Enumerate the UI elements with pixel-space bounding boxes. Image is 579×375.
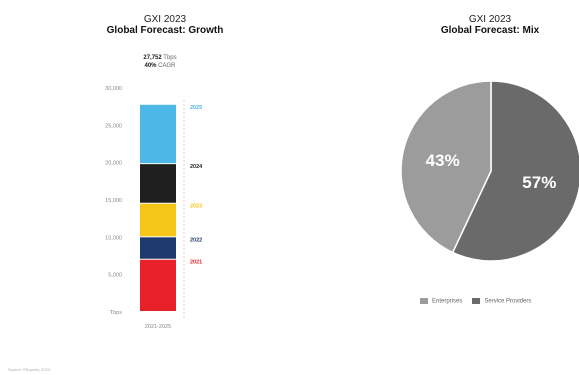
annotation-value: 27,752 xyxy=(143,55,162,61)
y-tick-label: 15,000 xyxy=(105,198,122,204)
bar-segment-2025 xyxy=(140,104,176,164)
segment-label-2021: 2021 xyxy=(190,260,202,266)
bar-segment-2024 xyxy=(140,164,176,203)
legend-swatch-service-providers xyxy=(472,298,481,304)
bar-segment-2021 xyxy=(140,259,176,311)
growth-chart-title: Global Forecast: Growth xyxy=(106,25,224,36)
pie-slice-enterprises xyxy=(400,80,492,254)
mix-chart-title: Global Forecast: Mix xyxy=(440,25,540,36)
growth-chart-panel: GXI 2023 Global Forecast: Growth xyxy=(70,14,260,36)
legend-label-service-providers: Service Providers xyxy=(484,298,532,305)
segment-label-2023: 2023 xyxy=(190,204,202,210)
pie-legend: Enterprises Service Providers xyxy=(420,298,531,305)
segment-label-2025: 2025 xyxy=(190,105,202,111)
x-axis-label: 2021-2025 xyxy=(145,324,171,330)
legend-item-enterprises: Enterprises xyxy=(420,298,462,305)
y-tick-label: 5,000 xyxy=(108,273,122,279)
annotation-unit: Tbps xyxy=(163,55,177,61)
footer-source: Source: ©Equinix, 2023 xyxy=(8,367,51,372)
growth-bar-chart: 30,000 25,000 20,000 15,000 10,000 5,000 Tbps 2… xyxy=(105,86,203,330)
legend-label-enterprises: Enterprises xyxy=(432,298,463,305)
y-tick-label: 30,000 xyxy=(105,86,122,92)
legend-item-service-providers: Service Providers xyxy=(472,298,531,305)
mix-pie-chart: 57% 43% xyxy=(400,80,579,262)
y-tick-label: 20,000 xyxy=(105,161,122,167)
annotation-cagr-label: CAGR xyxy=(158,63,176,69)
y-tick-label: 10,000 xyxy=(105,235,122,241)
y-tick-label: 25,000 xyxy=(105,123,122,129)
annotation-cagr-value: 40% xyxy=(144,63,157,69)
legend-swatch-enterprises xyxy=(420,298,428,304)
growth-annotation: 27,752 Tbps 40% CAGR xyxy=(100,54,220,70)
bar-segment-2022 xyxy=(140,237,176,259)
mix-chart-subtitle: GXI 2023 xyxy=(468,14,512,25)
segment-label-2022: 2022 xyxy=(190,237,202,243)
bar-segment-2023 xyxy=(140,203,176,237)
pie-label-enterprises: 43% xyxy=(426,151,460,170)
growth-chart-subtitle: GXI 2023 xyxy=(143,14,187,25)
mix-chart-panel: GXI 2023 Global Forecast: Mix xyxy=(400,14,579,36)
segment-label-2024: 2024 xyxy=(190,164,203,170)
y-tick-label: Tbps xyxy=(110,310,122,316)
pie-label-service-providers: 57% xyxy=(522,173,556,192)
